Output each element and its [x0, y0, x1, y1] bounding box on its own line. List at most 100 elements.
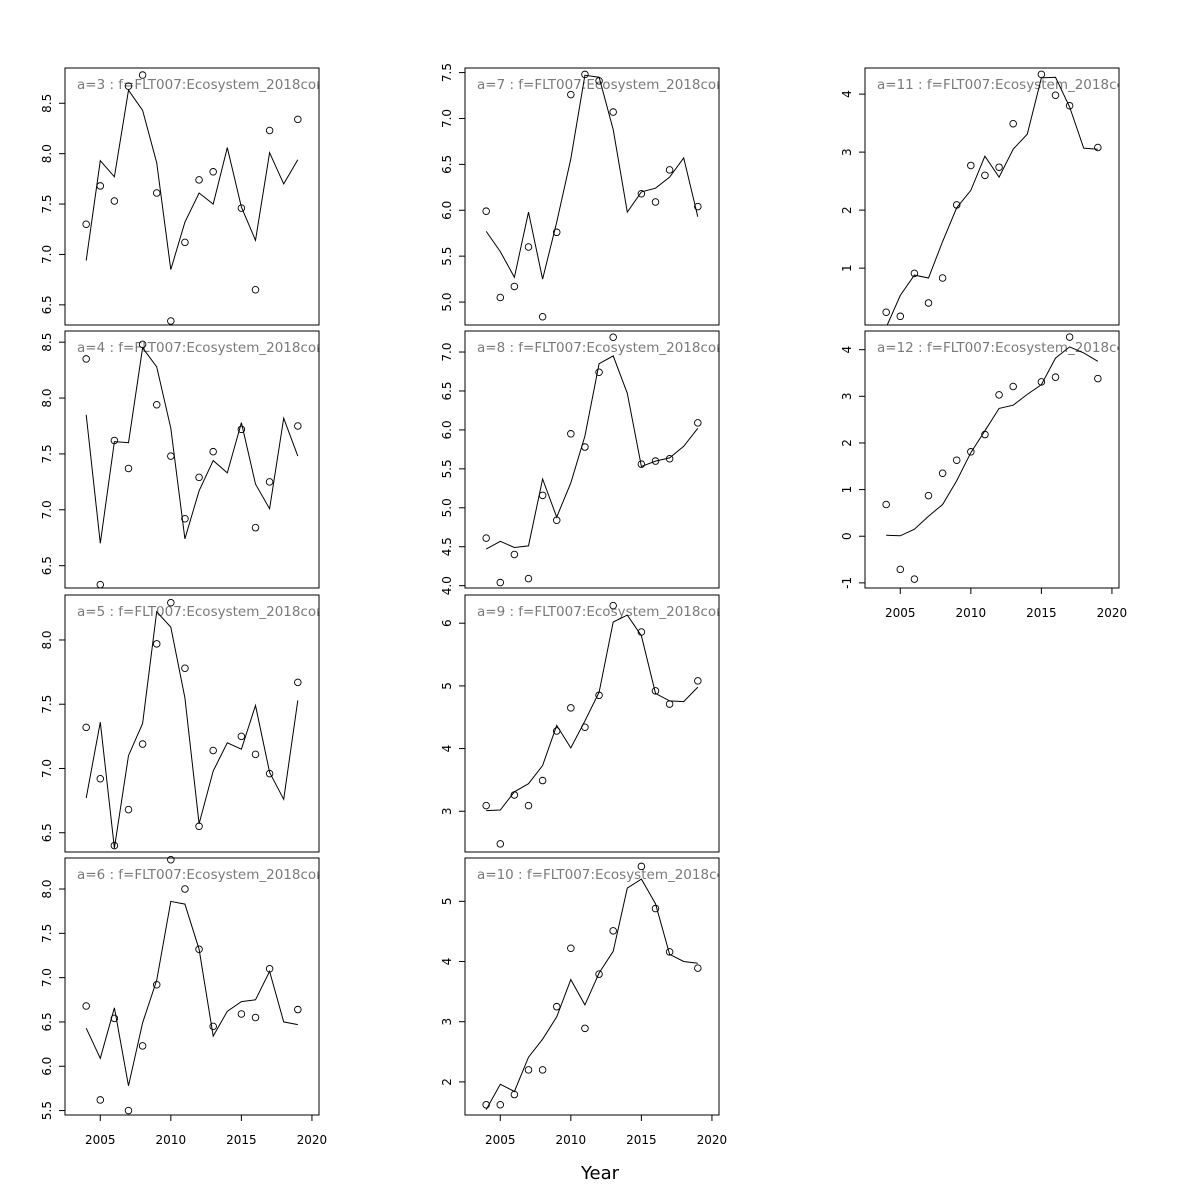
fitted-series-line — [85, 88, 299, 270]
panel-frame — [64, 594, 320, 853]
y-tick-label: 5.5 — [440, 459, 454, 478]
panel-6: 4.0 4.5 5.0 5.5 6.0 6.5 7.0 a=8 : f=FLT007:Ecos… — [440, 330, 720, 595]
observed-point — [694, 677, 702, 685]
observed-point — [952, 201, 961, 209]
observed-point — [496, 1101, 505, 1109]
observed-point — [995, 391, 1003, 399]
y-tick-label: 5.5 — [40, 1101, 54, 1120]
fitted-series-line — [85, 610, 299, 849]
observed-point — [152, 980, 161, 989]
observed-point — [581, 723, 589, 732]
observed-point — [265, 478, 274, 486]
observed-point — [967, 161, 975, 170]
observed-point — [567, 430, 575, 438]
observed-point — [609, 927, 617, 935]
y-tick-label: 7.0 — [40, 500, 54, 519]
observed-point — [138, 1042, 147, 1050]
observed-point — [981, 171, 989, 180]
fitted-series-line — [886, 346, 1099, 537]
observed-point — [181, 664, 189, 672]
observed-point — [524, 574, 533, 583]
x-tick-label: 2010 — [956, 606, 987, 620]
panel-title: a=9 : f=FLT007:Ecosystem_2018cor — [477, 604, 722, 620]
observed-point — [265, 126, 274, 135]
y-tick-label: 5 — [440, 898, 454, 906]
y-tick-label: 3 — [840, 148, 854, 156]
y-tick-label: 7.5 — [40, 444, 54, 463]
observed-point — [96, 580, 105, 589]
observed-point — [209, 746, 217, 755]
panel-frame — [464, 594, 720, 853]
observed-point — [1051, 91, 1060, 100]
y-tick-label: 6.5 — [440, 381, 454, 400]
observed-point — [595, 77, 603, 85]
panel-title: a=11 : f=FLT007:Ecosystem_2018cor — [877, 77, 1131, 93]
observed-point — [952, 456, 961, 464]
fitted-series-line — [486, 614, 699, 812]
observed-point — [124, 1106, 133, 1115]
observed-point — [609, 333, 617, 341]
panel-3: 6.5 7.0 7.5 8.0 a=5 : f=FLT007:Ecosystem_201… — [40, 594, 320, 853]
y-tick-label: 8.5 — [40, 333, 54, 352]
observed-point — [152, 640, 161, 648]
observed-point — [1065, 101, 1074, 110]
observed-point — [152, 189, 161, 197]
observed-point — [96, 1096, 105, 1104]
observed-point — [981, 430, 989, 439]
x-tick-label: 2015 — [1026, 606, 1057, 620]
observed-point — [482, 534, 490, 542]
y-tick-label: 6.5 — [40, 556, 54, 575]
observed-point — [237, 732, 246, 741]
observed-point — [237, 425, 246, 434]
observed-point — [110, 197, 119, 205]
y-tick-label: 6.0 — [440, 420, 454, 439]
observed-point — [496, 293, 505, 302]
observed-point — [209, 168, 217, 176]
y-tick-label: 6.5 — [440, 155, 454, 174]
observed-point — [1037, 378, 1046, 386]
observed-point — [637, 460, 646, 468]
panel-2: 6.5 7.0 7.5 8.0 8.5 a=4 : f=FLT007:Ecosystem_… — [40, 330, 320, 589]
panel-9: 1 2 3 4 a=11 : f=FLT007:Ecosystem_2018cor — [840, 67, 1131, 326]
x-tick-label: 2005 — [85, 1133, 116, 1147]
observed-point — [82, 355, 90, 363]
observed-point — [910, 575, 919, 583]
observed-point — [251, 285, 260, 294]
observed-point — [1009, 382, 1017, 391]
y-tick-label: 1 — [840, 264, 854, 272]
observed-point — [567, 90, 575, 99]
observed-point — [1051, 373, 1060, 381]
x-tick-label: 2020 — [297, 1133, 328, 1147]
panel-title: a=7 : f=FLT007:Ecosystem_2018cor — [477, 77, 722, 93]
y-tick-label: 0 — [840, 532, 854, 540]
panel-frame — [464, 330, 720, 589]
observed-point — [138, 71, 147, 79]
observed-point — [995, 163, 1003, 171]
panel-title: a=12 : f=FLT007:Ecosystem_2018cor — [877, 340, 1131, 356]
observed-point — [124, 82, 133, 90]
observed-point — [251, 523, 260, 532]
observed-point — [651, 904, 660, 913]
y-tick-label: 7.5 — [40, 195, 54, 214]
observed-point — [694, 964, 702, 972]
y-tick-label: 5.5 — [440, 247, 454, 266]
y-tick-label: 3 — [840, 392, 854, 400]
observed-point — [96, 182, 105, 190]
observed-point — [96, 775, 105, 783]
y-tick-label: 7.0 — [40, 245, 54, 264]
panel-frame — [64, 330, 320, 589]
panel-4: 5.5 6.0 6.5 7.0 7.5 8.0 2005 2010 2015 2020 a=6 : … — [40, 856, 327, 1147]
panel-10: -1 0 1 2 3 4 2005 2010 2015 2020 a=12 : f=FLT007:E… — [840, 330, 1131, 620]
panel-7: 3 4 5 6 a=9 : f=FLT007:Ecosystem_2018cor — [440, 594, 722, 853]
observed-point — [938, 469, 947, 478]
observed-point — [195, 473, 203, 482]
observed-point — [524, 243, 533, 251]
observed-point — [195, 176, 203, 184]
observed-point — [694, 202, 702, 211]
observed-point — [581, 70, 589, 79]
y-tick-label: 3 — [440, 1018, 454, 1026]
observed-point — [637, 862, 646, 871]
observed-point — [910, 269, 919, 278]
y-tick-label: 7.5 — [440, 63, 454, 82]
observed-point — [595, 368, 603, 377]
